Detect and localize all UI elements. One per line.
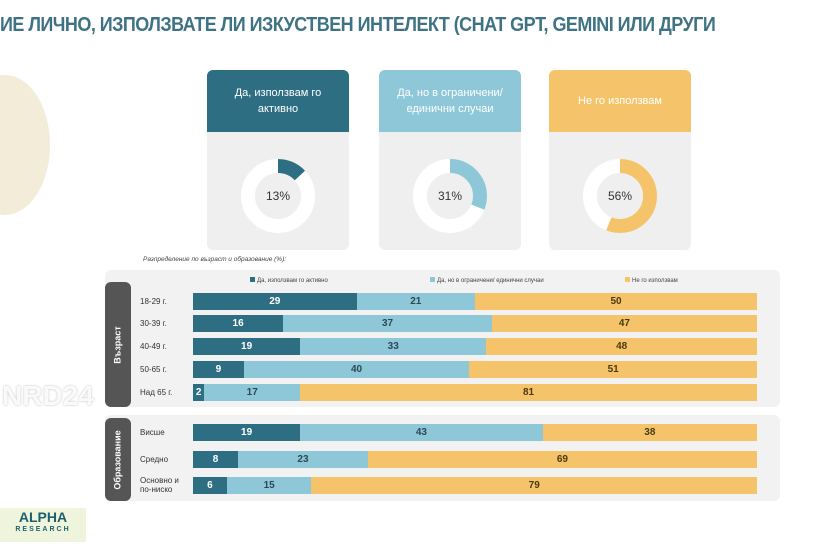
page-title: ИЕ ЛИЧНО, ИЗПОЛЗВАТЕ ЛИ ИЗКУСТВЕН ИНТЕЛЕ…: [0, 14, 716, 36]
donut-card: Не го използвам 56%: [549, 70, 691, 250]
watermark: NRD24: [2, 380, 94, 411]
legend-label: Да, но в ограничени/ единични случаи: [437, 278, 544, 284]
row-label: Средно: [140, 455, 169, 464]
bar-segment: 51: [469, 361, 757, 378]
bar-segment: 17: [204, 384, 301, 401]
donut-card-title: Да, използвам го активно: [207, 70, 349, 132]
row-label: 40-49 г.: [140, 342, 167, 351]
donut-chart: 56%: [583, 159, 657, 233]
bar-segment: 79: [311, 477, 757, 494]
legend-swatch: [250, 277, 255, 282]
legend-label: Да, използвам го активно: [257, 278, 328, 284]
row-label: Висше: [140, 428, 165, 437]
row-label: 50-65 г.: [140, 365, 167, 374]
donut-label: 31%: [438, 189, 462, 203]
legend-label: Не го използвам: [632, 278, 678, 284]
donut-slice: [241, 159, 315, 233]
row-label: 18-29 г.: [140, 297, 167, 306]
bar-segment: 81: [300, 384, 757, 401]
logo-name: ALPHA: [18, 509, 68, 525]
group-label-education-text: Образование: [113, 429, 124, 490]
legend-item: Да, използвам го активно: [250, 277, 328, 284]
decorative-magnifier-icon: [0, 75, 50, 215]
bar-segment: 69: [367, 451, 757, 468]
donut-slice: [583, 159, 657, 233]
bar-segment: 8: [193, 451, 239, 468]
legend-swatch: [625, 277, 630, 282]
group-label-age: Възраст: [105, 282, 131, 407]
bar-segment: 9: [193, 361, 244, 378]
bar-segment: 21: [356, 293, 475, 310]
bar-segment: 29: [193, 293, 357, 310]
legend-swatch: [430, 277, 435, 282]
legend-item: Не го използвам: [625, 277, 678, 284]
bar-segment: 37: [283, 315, 492, 332]
donut-card: Да, използвам го активно 13%: [207, 70, 349, 250]
donut-chart: 31%: [413, 159, 487, 233]
bar-segment: 19: [193, 338, 301, 355]
donut-label: 13%: [266, 189, 290, 203]
legend-item: Да, но в ограничени/ единични случаи: [430, 277, 544, 284]
bar-segment: 40: [243, 361, 470, 378]
row-label: Основно и по-ниско: [140, 476, 179, 494]
bar-segment: 2: [193, 384, 205, 401]
bar-segment: 19: [193, 424, 301, 441]
group-label-education: Образование: [105, 418, 131, 501]
chart-subtitle: Разпределение по възраст и образование (…: [143, 256, 287, 263]
group-label-age-text: Възраст: [113, 325, 124, 364]
bar-segment: 50: [475, 293, 757, 310]
bar-segment: 33: [300, 338, 487, 355]
donut-card-title: Да, но в ограничени/ единични случаи: [379, 70, 521, 132]
alpha-research-logo: ALPHA RESEARCH: [0, 508, 86, 542]
row-label: Над 65 г.: [140, 388, 173, 397]
donut-card: Да, но в ограничени/ единични случаи 31%: [379, 70, 521, 250]
bar-segment: 48: [486, 338, 757, 355]
donut-slice: [413, 159, 487, 233]
logo-sub: RESEARCH: [15, 526, 71, 533]
bar-segment: 43: [300, 424, 543, 441]
donut-chart: 13%: [241, 159, 315, 233]
donut-label: 56%: [608, 189, 632, 203]
bar-segment: 23: [238, 451, 368, 468]
bar-segment: 16: [193, 315, 284, 332]
bar-segment: 47: [491, 315, 757, 332]
bar-segment: 6: [193, 477, 227, 494]
bar-segment: 15: [226, 477, 312, 494]
donut-card-title: Не го използвам: [549, 70, 691, 132]
bar-segment: 38: [542, 424, 757, 441]
row-label: 30-39 г.: [140, 319, 167, 328]
